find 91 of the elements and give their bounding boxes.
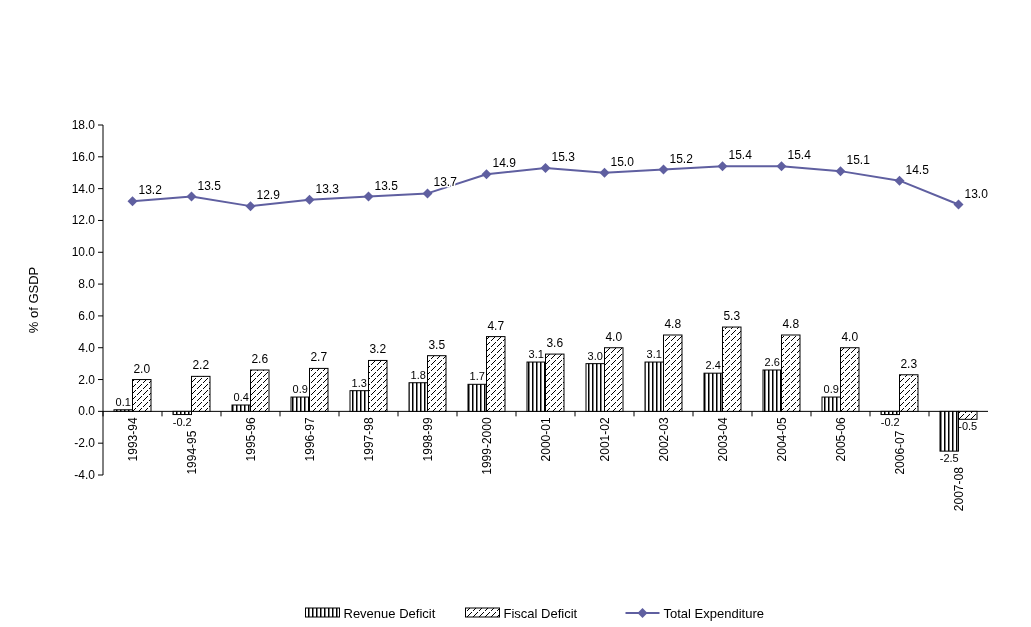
point xyxy=(304,194,315,205)
point xyxy=(186,191,197,202)
data-label: 14.9 xyxy=(492,156,517,171)
data-label: 3.1 xyxy=(646,348,662,361)
point xyxy=(776,161,787,172)
data-label: 2.0 xyxy=(133,361,151,376)
data-label: 4.7 xyxy=(487,318,505,333)
x-tick-label: 2005-06 xyxy=(833,417,848,462)
point xyxy=(894,175,905,186)
data-label: 3.5 xyxy=(428,337,446,352)
point xyxy=(363,191,374,202)
data-label: 13.5 xyxy=(374,178,399,193)
data-label: 13.2 xyxy=(138,183,163,198)
data-label: 4.0 xyxy=(841,329,859,344)
point xyxy=(658,164,669,175)
data-label: 12.9 xyxy=(256,188,281,203)
point xyxy=(481,169,492,180)
data-label: 0.1 xyxy=(115,395,131,408)
point xyxy=(717,161,728,172)
y-tick-label: 14.0 xyxy=(71,181,96,196)
data-label: 2.7 xyxy=(310,350,328,365)
x-tick-label: 1998-99 xyxy=(420,417,435,462)
legend-label: Fiscal Deficit xyxy=(503,606,578,621)
data-label: 15.1 xyxy=(846,153,871,168)
data-label: 3.1 xyxy=(528,348,544,361)
point xyxy=(953,199,964,210)
data-label: 15.3 xyxy=(551,149,576,164)
data-label: 13.5 xyxy=(197,178,222,193)
data-label: 4.8 xyxy=(782,317,800,331)
y-tick-label: 6.0 xyxy=(78,308,96,323)
data-label: 1.8 xyxy=(410,368,426,381)
x-tick-label: 1993-94 xyxy=(125,417,140,462)
y-tick-label: 10.0 xyxy=(71,245,96,260)
y-tick-label: 4.0 xyxy=(78,340,96,355)
point xyxy=(245,201,256,212)
point xyxy=(540,162,551,173)
data-label: 0.9 xyxy=(292,383,308,396)
y-axis-title: % of GSDP xyxy=(26,266,41,334)
y-tick-label: -4.0 xyxy=(74,468,96,482)
data-label: 15.0 xyxy=(610,154,635,169)
data-label: 15.2 xyxy=(669,151,694,166)
data-label: 14.5 xyxy=(905,162,930,177)
data-label: 0.4 xyxy=(233,391,249,403)
legend-label: Total Expenditure xyxy=(663,606,764,621)
x-tick-label: 1997-98 xyxy=(361,417,376,462)
data-label: 5.3 xyxy=(723,309,741,324)
x-tick-label: 1994-95 xyxy=(184,430,199,475)
x-tick-label: 2001-02 xyxy=(597,417,612,462)
data-label: 2.2 xyxy=(192,358,210,373)
point xyxy=(835,166,846,177)
data-label: 3.0 xyxy=(587,349,603,362)
data-label: 4.8 xyxy=(664,317,682,331)
data-label: 3.2 xyxy=(369,342,387,357)
x-tick-label: 1996-97 xyxy=(302,417,317,462)
data-label: 3.6 xyxy=(546,336,564,351)
x-tick-label: 2000-01 xyxy=(538,417,553,462)
data-label: 13.3 xyxy=(315,181,340,196)
data-label: 0.9 xyxy=(823,383,839,396)
data-label: -2.5 xyxy=(939,452,959,465)
data-label: 15.4 xyxy=(728,148,753,163)
data-label: 2.4 xyxy=(705,359,721,372)
legend-label: Revenue Deficit xyxy=(343,606,436,621)
data-label: 4.0 xyxy=(605,329,623,344)
y-tick-label: -2.0 xyxy=(74,436,96,451)
data-label: 13.7 xyxy=(433,175,458,190)
data-label: -0.2 xyxy=(172,415,192,428)
data-label: 2.6 xyxy=(251,352,269,366)
y-tick-label: 12.0 xyxy=(71,213,96,228)
x-tick-label: 2002-03 xyxy=(656,417,671,462)
x-tick-label: 2003-04 xyxy=(715,417,730,462)
y-tick-label: 2.0 xyxy=(78,372,96,387)
y-tick-label: 0.0 xyxy=(78,404,96,419)
data-label: 13.0 xyxy=(964,186,989,201)
x-tick-label: 2004-05 xyxy=(774,417,789,462)
point xyxy=(422,188,433,199)
data-label: 2.6 xyxy=(764,356,780,368)
x-tick-label: 1999-2000 xyxy=(479,417,494,475)
y-tick-label: 16.0 xyxy=(71,149,96,164)
x-tick-label: 2007-08 xyxy=(951,466,966,512)
x-tick-label: 2006-07 xyxy=(892,430,907,475)
point xyxy=(127,196,138,207)
data-label: 15.4 xyxy=(787,148,812,163)
data-label: 2.3 xyxy=(900,356,918,371)
data-label: -0.5 xyxy=(958,420,978,433)
data-label: 1.7 xyxy=(469,370,485,383)
y-tick-label: 18.0 xyxy=(71,118,96,132)
y-tick-label: 8.0 xyxy=(78,277,96,292)
x-tick-label: 1995-96 xyxy=(243,417,258,462)
data-label: -0.2 xyxy=(880,415,900,428)
point xyxy=(599,167,610,178)
data-label: 1.3 xyxy=(351,376,367,389)
